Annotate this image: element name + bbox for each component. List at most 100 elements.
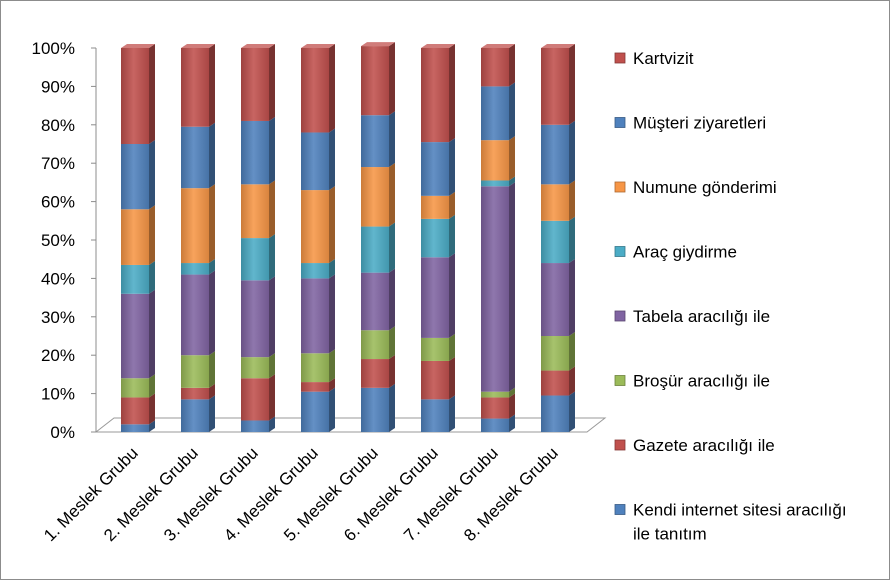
bar-segment-side (509, 182, 515, 392)
bar-segment-side (569, 120, 575, 185)
bar-segment-front (541, 124, 569, 185)
bar-segment-side (329, 378, 335, 392)
bar-segment-side (449, 333, 455, 361)
bar-segment-front (241, 280, 269, 358)
bar-segment-front (361, 167, 389, 227)
y-axis: 0% 10% 20% 30% 40% 50% 60% 70% 80% 90% 100% (32, 39, 97, 442)
bar-segment-front (241, 48, 269, 121)
legend-item: Müşteri ziyaretleri (614, 114, 766, 133)
bar-segment-front (421, 218, 449, 258)
bar-segment (481, 414, 515, 432)
bar-segment (481, 44, 515, 87)
bar-segment (301, 259, 335, 279)
bar-segment (361, 355, 395, 388)
bar-segment-side (389, 326, 395, 360)
bar-segment (481, 136, 515, 181)
bar-segment (241, 180, 275, 239)
bar-segment-side (569, 44, 575, 125)
legend-swatch (614, 439, 626, 451)
bar-segment-side (569, 259, 575, 336)
bar-segment (181, 383, 215, 400)
bar-segment-front (301, 391, 329, 432)
bar-segment (121, 289, 155, 379)
bar-segment (361, 163, 395, 227)
bar-segment (361, 326, 395, 360)
y-tick-label: 40% (41, 269, 75, 288)
bar-stack (541, 44, 575, 432)
bar-segment-front (541, 263, 569, 336)
y-tick-label: 20% (41, 346, 75, 365)
legend-swatch (614, 117, 626, 128)
bar-group (121, 42, 575, 432)
bar-stack (481, 44, 515, 432)
bar-segment (241, 416, 275, 432)
bar-segment (241, 116, 275, 185)
bar-segment (421, 44, 455, 143)
bar-segment-front (301, 48, 329, 133)
bar-segment-front (361, 115, 389, 168)
bar-segment-front (181, 274, 209, 356)
legend-item: Kendi internet sitesi aracılığı ile tanıt… (614, 501, 847, 544)
bar-segment-front (361, 330, 389, 360)
bar-segment (121, 140, 155, 210)
bar-segment (181, 259, 215, 275)
bar-segment (121, 393, 155, 425)
bar-segment-side (509, 387, 515, 398)
bar-segment-side (209, 44, 215, 127)
bar-segment-front (301, 190, 329, 264)
bar-segment-front (361, 272, 389, 331)
bar-segment-side (149, 205, 155, 265)
bar-segment (361, 42, 395, 116)
bar-segment-front (241, 378, 269, 421)
legend-label: Tabela aracılığı ile (633, 307, 770, 326)
bar-segment (541, 391, 575, 432)
bar-segment (301, 274, 335, 354)
legend-label: Araç giydirme (633, 243, 737, 262)
bar-segment-front (481, 391, 509, 398)
bar-segment-front (421, 48, 449, 143)
bar-segment-front (181, 188, 209, 264)
bar-segment-front (301, 132, 329, 191)
bar-segment-side (449, 214, 455, 258)
bar-segment (181, 184, 215, 264)
bar-segment-side (569, 180, 575, 221)
bar-segment (181, 44, 215, 127)
bar-segment-side (269, 116, 275, 185)
bar-segment-side (149, 374, 155, 398)
legend-swatch (614, 310, 626, 322)
bar-segment (361, 268, 395, 331)
bar-stack (421, 44, 455, 432)
y-tick-label: 100% (32, 39, 75, 58)
bar-segment (121, 44, 155, 144)
bar-segment-side (209, 383, 215, 400)
bar-segment-front (421, 399, 449, 432)
bar-segment-side (449, 44, 455, 143)
bar-segment (421, 395, 455, 432)
bar-segment (241, 353, 275, 379)
legend-label: Broşür aracılığı ile (633, 372, 770, 391)
bar-segment-front (481, 186, 509, 392)
bar-stack (181, 44, 215, 432)
bar-segment-front (121, 209, 149, 265)
bar-segment-side (329, 274, 335, 354)
bar-segment-front (541, 336, 569, 371)
bar-segment-side (449, 395, 455, 432)
bar-top-cap (421, 44, 455, 48)
bar-segment-side (389, 383, 395, 432)
bar-segment-front (481, 48, 509, 87)
bar-segment-side (509, 44, 515, 87)
bar-segment (241, 44, 275, 121)
bar-segment-front (301, 382, 329, 392)
bar-segment-side (389, 268, 395, 331)
bar-segment (481, 176, 515, 187)
bar-segment (421, 356, 455, 400)
bar-segment-front (481, 180, 509, 187)
bar-segment-side (449, 191, 455, 219)
bar-segment-front (121, 397, 149, 425)
legend-item: Broşür aracılığı ile (614, 372, 770, 391)
bar-segment-side (269, 276, 275, 358)
bar-segment (541, 332, 575, 371)
y-tick-label: 0% (50, 423, 75, 442)
bar-segment (541, 180, 575, 221)
